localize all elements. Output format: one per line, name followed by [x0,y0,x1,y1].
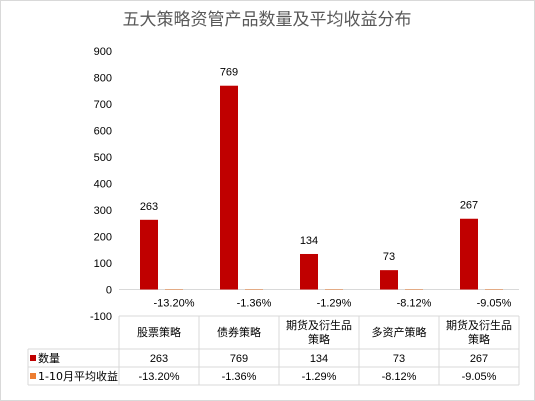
table-cell: 73 [393,353,405,365]
y-tick-label: 800 [94,73,112,85]
bar-value-label: 263 [140,201,158,213]
category-label: 期货及衍生品 [446,318,512,332]
table-cell: -13.20% [139,371,180,383]
bar-value-label: 267 [460,200,478,212]
bar [220,85,238,290]
y-tick-label: 200 [94,232,112,244]
bar [380,270,398,290]
bar [460,218,478,290]
table-cell: -9.05% [462,371,497,383]
category-label: 期货及衍生品 [286,318,352,332]
table-cell: 263 [150,353,168,365]
y-tick-label: 700 [94,99,112,111]
table-cell: 267 [470,353,488,365]
table-cell: 769 [230,353,248,365]
category-label: 策略 [308,332,330,346]
return-value-label: -1.36% [237,298,272,310]
bar-value-label: 134 [300,235,318,247]
axis-group: 900 800 700 600 500 400 300 200 100 0 -100 [90,46,519,323]
legend-swatch [30,373,36,379]
table-cell: -8.12% [382,371,417,383]
bars-group: 263 769 134 73 267 -13.20% -1.36% -1.29% -8.12% -… [140,67,512,310]
y-tick-label: 900 [94,46,112,58]
y-tick-label: 500 [94,152,112,164]
legend-swatch [30,355,36,361]
y-tick-label: 300 [94,205,112,217]
y-tick-label: 600 [94,126,112,138]
category-label: 股票策略 [137,325,181,339]
legend-label: 1-10月平均收益 [38,369,118,383]
return-bar [165,289,183,290]
return-value-label: -8.12% [397,298,432,310]
chart-title: 五大策略资管产品数量及平均收益分布 [123,10,412,30]
return-bar [485,289,503,290]
category-label: 策略 [468,332,490,346]
return-value-label: -9.05% [477,298,512,310]
return-value-label: -1.29% [317,298,352,310]
bar-value-label: 73 [383,251,395,263]
y-tick-label: 100 [94,258,112,270]
table-cell: -1.36% [222,371,257,383]
bar [300,253,318,290]
category-label: 多资产策略 [372,325,427,339]
y-tick-label: -100 [90,311,112,323]
return-bar [325,289,343,290]
return-value-label: -13.20% [154,298,195,310]
category-label: 债券策略 [217,325,261,339]
bar-value-label: 769 [220,67,238,79]
y-tick-label: 0 [106,285,112,297]
bar [140,219,158,290]
table-cell: 134 [310,353,328,365]
return-bar [405,289,423,290]
table-cell: -1.29% [302,371,337,383]
return-bar [245,289,263,290]
y-tick-label: 400 [94,179,112,191]
legend-label: 数量 [38,352,60,365]
